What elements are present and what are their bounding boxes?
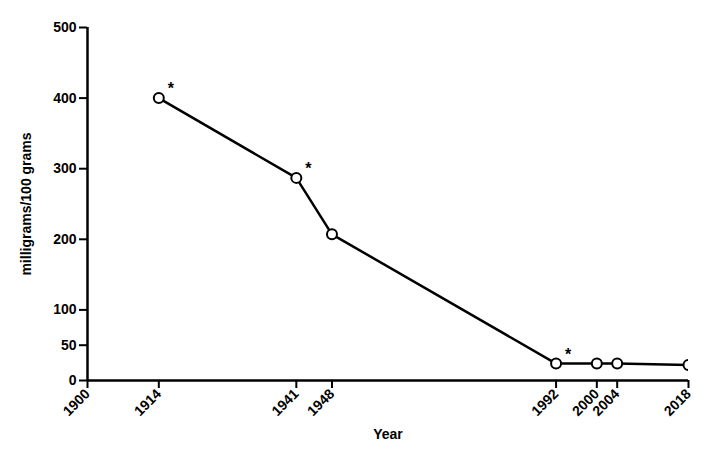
svg-text:500: 500 (53, 19, 77, 35)
svg-text:milligrams/100 grams: milligrams/100 grams (18, 132, 34, 275)
svg-text:1992: 1992 (528, 385, 561, 418)
svg-text:1900: 1900 (59, 385, 92, 418)
svg-text:2018: 2018 (660, 385, 693, 418)
svg-text:2004: 2004 (589, 385, 622, 418)
svg-text:400: 400 (53, 90, 77, 106)
svg-text:50: 50 (61, 337, 77, 353)
svg-text:0: 0 (69, 372, 77, 388)
svg-text:1948: 1948 (304, 385, 337, 418)
svg-text:1941: 1941 (268, 385, 301, 418)
svg-text:*: * (565, 346, 572, 363)
svg-text:300: 300 (53, 160, 77, 176)
svg-text:*: * (168, 80, 175, 97)
svg-text:2000: 2000 (568, 385, 603, 419)
svg-text:Year: Year (373, 426, 403, 442)
svg-text:1914: 1914 (131, 385, 164, 418)
svg-text:100: 100 (53, 301, 77, 317)
svg-text:*: * (305, 160, 312, 177)
svg-text:200: 200 (53, 231, 77, 247)
